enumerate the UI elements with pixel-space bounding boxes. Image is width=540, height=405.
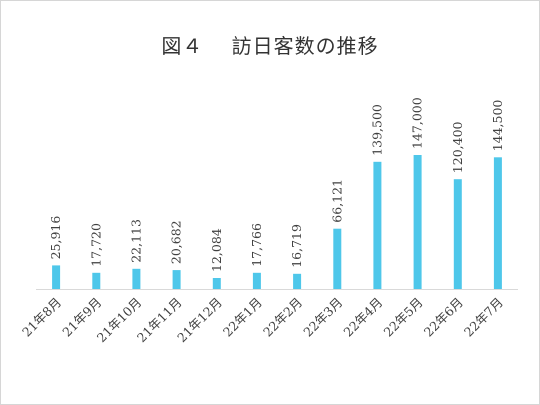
data-label: 139,500 [369, 104, 384, 156]
data-label: 25,916 [48, 216, 63, 260]
x-tick-label: 22年7月 [461, 295, 506, 340]
x-tick-label: 22年4月 [340, 295, 385, 340]
data-label: 66,121 [329, 179, 344, 223]
data-label: 17,720 [88, 223, 103, 267]
bar [293, 273, 302, 289]
bar [92, 272, 101, 289]
chart-title: 図４ 訪日客数の推移 [161, 34, 379, 58]
bar [453, 179, 462, 289]
x-tick-label: 22年1月 [220, 295, 265, 340]
bar [413, 155, 422, 289]
x-tick-label: 22年2月 [260, 295, 305, 340]
bar [212, 278, 221, 289]
data-label: 12,084 [209, 228, 224, 272]
x-tick-label: 22年6月 [421, 295, 466, 340]
data-label: 22,113 [128, 219, 143, 263]
bar [172, 270, 181, 289]
x-tick-label: 22年3月 [300, 295, 345, 340]
x-tick-label: 21年12月 [174, 295, 225, 346]
bar [493, 157, 502, 289]
bar [132, 268, 141, 289]
data-label: 144,500 [490, 100, 505, 152]
data-label: 120,400 [450, 121, 465, 173]
bar [252, 272, 261, 289]
data-label: 147,000 [410, 97, 425, 149]
x-tick-label: 21年8月 [19, 295, 64, 340]
x-tick-label: 22年5月 [381, 295, 426, 340]
bar [52, 265, 61, 289]
data-label: 17,766 [249, 223, 264, 267]
bar [373, 161, 382, 289]
bar [333, 228, 342, 289]
data-label: 16,719 [289, 224, 304, 268]
data-label: 20,682 [169, 220, 184, 264]
